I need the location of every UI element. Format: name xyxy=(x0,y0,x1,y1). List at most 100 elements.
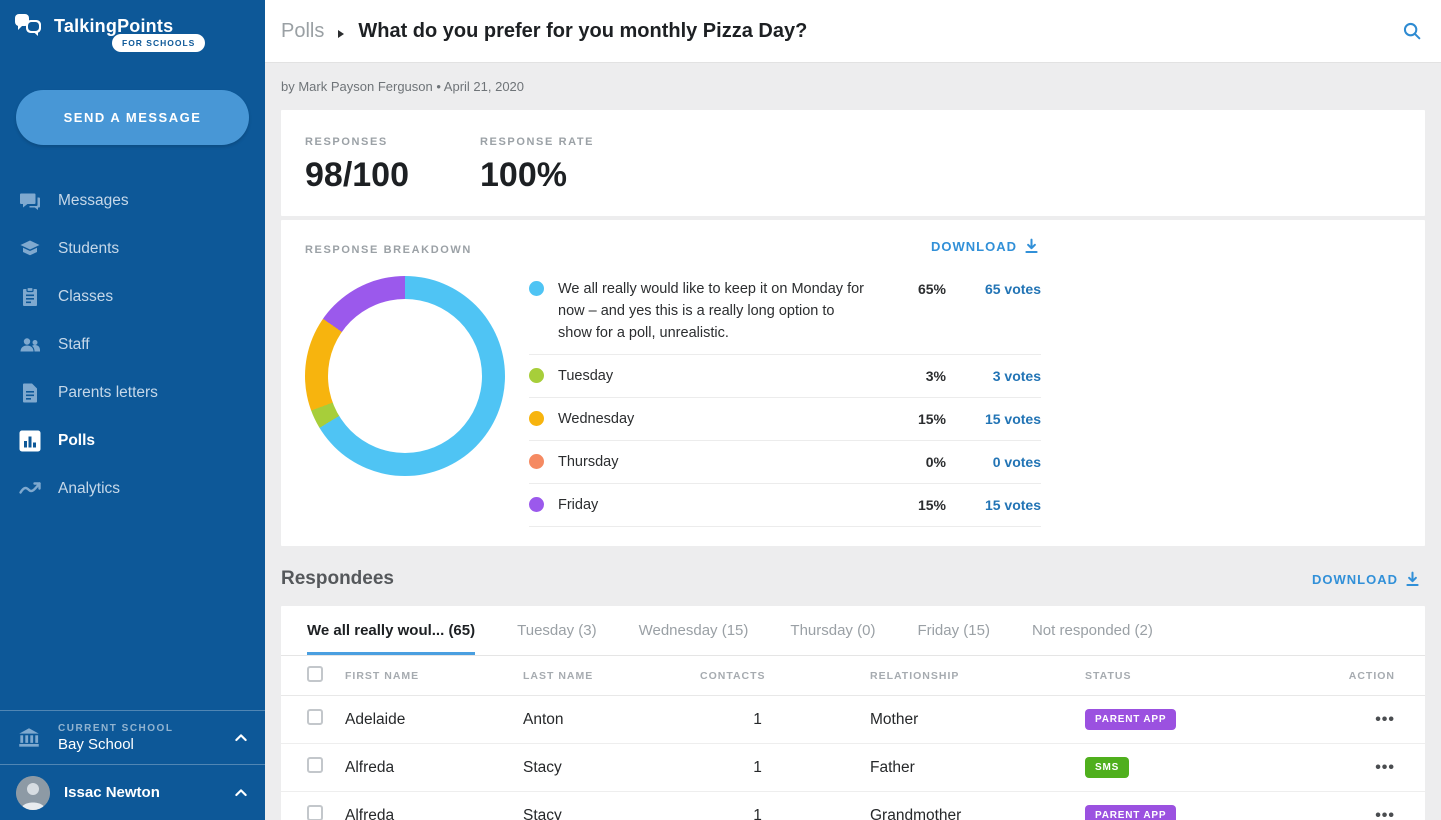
talkingpoints-logo-icon xyxy=(14,12,46,40)
status-badge: PARENT APP xyxy=(1085,709,1177,730)
cell-status: SMS xyxy=(1085,757,1300,778)
option-percent: 15% xyxy=(917,411,946,427)
respondees-table-card: We all really woul... (65) Tuesday (3) Wed… xyxy=(281,606,1425,820)
cell-relationship: Grandmother xyxy=(870,806,962,820)
school-collapse-chevron-up-icon[interactable] xyxy=(233,730,249,746)
user-collapse-chevron-up-icon[interactable] xyxy=(233,785,249,801)
legend-row: Friday 15% 15 votes xyxy=(529,484,1041,527)
content: RESPONSES 98/100 RESPONSE RATE 100% RESP… xyxy=(265,110,1441,820)
option-votes-link[interactable]: 65 votes xyxy=(984,281,1041,297)
user-section[interactable]: Issac Newton xyxy=(0,764,265,820)
search-icon[interactable] xyxy=(1401,20,1423,42)
send-a-message-button[interactable]: SEND A MESSAGE xyxy=(16,90,249,145)
sidebar-item-staff[interactable]: Staff xyxy=(0,321,265,369)
cell-relationship: Mother xyxy=(870,710,919,728)
sidebar: TalkingPoints FOR SCHOOLS SEND A MESSAGE… xyxy=(0,0,265,820)
students-icon xyxy=(18,237,42,261)
legend-color-dot xyxy=(529,411,544,426)
legend-row: We all really would like to keep it on M… xyxy=(529,276,1041,355)
cell-contacts: 1 xyxy=(753,806,762,820)
table-row: Alfreda Stacy 1 Grandmother PARENT APP ••• xyxy=(281,792,1425,820)
tab-tuesday-3[interactable]: Tuesday (3) xyxy=(517,622,597,639)
sidebar-item-parents-letters[interactable]: Parents letters xyxy=(0,369,265,417)
sidebar-item-polls[interactable]: Polls xyxy=(0,417,265,465)
tab-thursday-0[interactable]: Thursday (0) xyxy=(790,622,876,639)
sidebar-item-messages[interactable]: Messages xyxy=(0,177,265,225)
response-breakdown-card: RESPONSE BREAKDOWN DOWNLOAD We all reall… xyxy=(281,220,1425,546)
column-header-last-name: LAST NAME xyxy=(523,669,594,682)
option-votes-link[interactable]: 3 votes xyxy=(992,368,1041,384)
row-actions-button[interactable]: ••• xyxy=(1375,758,1395,776)
tab-wednesday-15[interactable]: Wednesday (15) xyxy=(638,622,749,639)
column-header-contacts: CONTACTS xyxy=(700,669,766,682)
cell-action: ••• xyxy=(1300,759,1425,777)
sidebar-item-label: Parents letters xyxy=(58,384,158,401)
respondees-header: Respondees DOWNLOAD xyxy=(281,546,1425,606)
cell-first-name: Alfreda xyxy=(345,806,395,820)
topbar: Polls What do you prefer for you monthly… xyxy=(265,0,1441,63)
brand-name: TalkingPoints xyxy=(54,15,174,36)
response-rate-value: 100% xyxy=(480,156,567,194)
sidebar-item-label: Students xyxy=(58,240,120,257)
respondees-title: Respondees xyxy=(281,568,394,589)
donut-hole xyxy=(328,299,482,453)
sidebar-item-label: Polls xyxy=(58,432,96,449)
option-percent: 0% xyxy=(925,454,946,470)
row-checkbox[interactable] xyxy=(307,805,323,820)
sidebar-item-analytics[interactable]: Analytics xyxy=(0,465,265,513)
breadcrumb-polls-link[interactable]: Polls xyxy=(281,19,325,42)
select-all-checkbox[interactable] xyxy=(307,666,323,682)
staff-icon xyxy=(18,333,42,357)
sidebar-item-students[interactable]: Students xyxy=(0,225,265,273)
sidebar-item-label: Classes xyxy=(58,288,114,305)
legend-color-dot xyxy=(529,281,544,296)
for-schools-badge: FOR SCHOOLS xyxy=(112,34,206,52)
row-actions-button[interactable]: ••• xyxy=(1375,710,1395,728)
stats-card: RESPONSES 98/100 RESPONSE RATE 100% xyxy=(281,110,1425,216)
row-checkbox[interactable] xyxy=(307,709,323,725)
tab-friday-15[interactable]: Friday (15) xyxy=(917,622,990,639)
option-votes-link[interactable]: 0 votes xyxy=(992,454,1041,470)
responses-stat: RESPONSES 98/100 xyxy=(305,136,480,216)
sidebar-item-label: Analytics xyxy=(58,480,121,497)
respondees-tabs: We all really woul... (65) Tuesday (3) Wed… xyxy=(281,606,1425,656)
sidebar-item-label: Messages xyxy=(58,192,129,209)
breakdown-download-button[interactable]: DOWNLOAD xyxy=(931,238,1040,255)
respondees-download-button[interactable]: DOWNLOAD xyxy=(1312,571,1421,588)
responses-value: 98/100 xyxy=(305,156,409,194)
response-rate-label: RESPONSE RATE xyxy=(480,136,595,148)
messages-icon xyxy=(18,189,42,213)
logo-area: TalkingPoints FOR SCHOOLS xyxy=(0,0,265,64)
cell-action: ••• xyxy=(1300,807,1425,820)
table-row: Alfreda Stacy 1 Father SMS ••• xyxy=(281,744,1425,792)
polls-icon xyxy=(18,429,42,453)
current-school-label: CURRENT SCHOOL xyxy=(58,722,174,734)
school-building-icon xyxy=(16,725,42,751)
select-all-checkbox-cell xyxy=(281,666,345,685)
current-school-section[interactable]: CURRENT SCHOOL Bay School xyxy=(0,710,265,764)
status-badge: SMS xyxy=(1085,757,1130,778)
tab-not-responded-2[interactable]: Not responded (2) xyxy=(1031,622,1153,639)
option-votes-link[interactable]: 15 votes xyxy=(984,411,1041,427)
page-title: What do you prefer for you monthly Pizza… xyxy=(358,19,808,42)
cell-contacts: 1 xyxy=(753,758,762,776)
user-name: Issac Newton xyxy=(64,784,160,801)
cell-action: ••• xyxy=(1300,711,1425,729)
tab-we-all-really-woul-65[interactable]: We all really woul... (65) xyxy=(307,606,476,655)
row-checkbox[interactable] xyxy=(307,757,323,773)
legend-row: Thursday 0% 0 votes xyxy=(529,441,1041,484)
cell-last-name: Anton xyxy=(523,710,564,728)
row-checkbox-cell xyxy=(281,709,345,730)
row-actions-button[interactable]: ••• xyxy=(1375,806,1395,820)
row-checkbox-cell xyxy=(281,757,345,778)
table-header-row: FIRST NAME LAST NAME CONTACTS RELATIONSHIP S… xyxy=(281,656,1425,696)
option-label: Wednesday xyxy=(558,411,635,427)
donut-chart xyxy=(305,276,505,476)
breakdown-download-label: DOWNLOAD xyxy=(931,239,1017,254)
option-votes-link[interactable]: 15 votes xyxy=(984,497,1041,513)
cell-last-name: Stacy xyxy=(523,758,562,776)
column-header-status: STATUS xyxy=(1085,669,1132,682)
sidebar-item-classes[interactable]: Classes xyxy=(0,273,265,321)
table-body: Adelaide Anton 1 Mother PARENT APP ••• Alfreda… xyxy=(281,696,1425,820)
cell-status: PARENT APP xyxy=(1085,709,1300,730)
